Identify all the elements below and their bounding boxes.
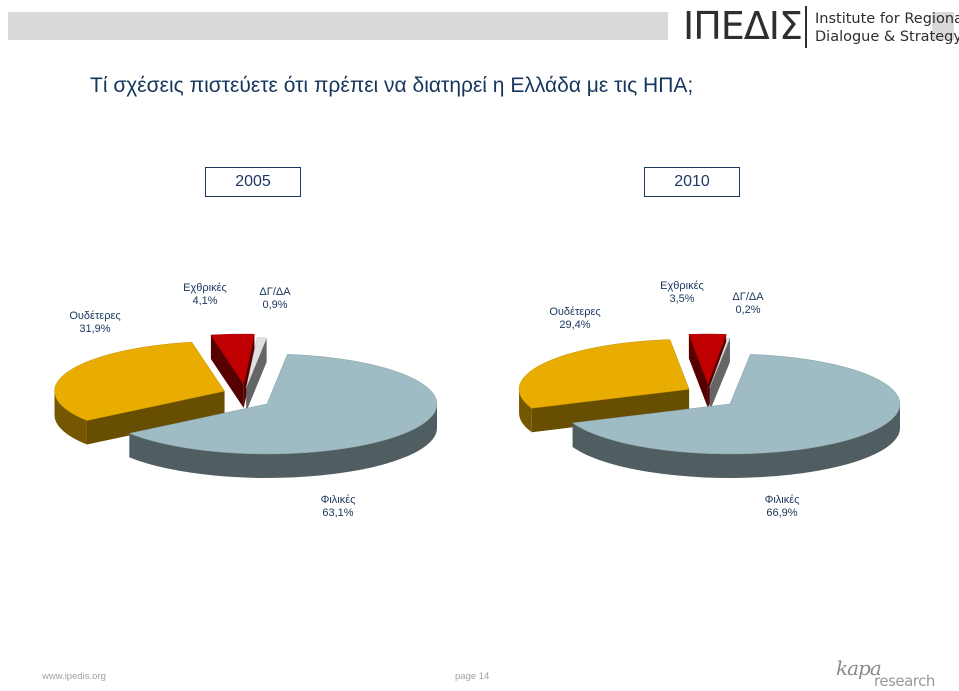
logo-line-1: Institute for Regional — [815, 11, 959, 27]
label-2010-neutral-name: Ουδέτερες — [549, 306, 601, 318]
slice-top-2005-neutral — [54, 341, 225, 421]
year-box-2005: 2005 — [205, 167, 301, 197]
label-2010-neutral-value: 29,4% — [559, 319, 591, 331]
pie-2005 — [54, 333, 438, 478]
label-2005-friendly-value: 63,1% — [322, 507, 354, 519]
slice-top-2010-friendly — [572, 354, 901, 455]
slice-2010-dk — [709, 337, 731, 412]
logo-main-text: ΙΠΕΔΙΣ — [683, 4, 803, 48]
year-box-2010: 2010 — [644, 167, 740, 197]
slice-wall-2010-hostile — [688, 334, 708, 409]
kapa-logo-word: kapa — [836, 656, 882, 680]
slice-top-2005-hostile — [210, 333, 255, 385]
slice-side-2005-friendly — [129, 404, 437, 478]
slice-2010-friendly — [572, 354, 901, 479]
label-2010-hostile: Εχθρικές 3,5% — [647, 280, 717, 306]
label-2010-dk-name: ΔΓ/ΔΑ — [732, 291, 764, 303]
label-2005-neutral-name: Ουδέτερες — [69, 310, 121, 322]
label-2010-friendly: Φιλικές 66,9% — [744, 494, 820, 520]
logo-line-2: Dialogue & Strategy — [815, 29, 959, 45]
label-2005-neutral: Ουδέτερες 31,9% — [60, 310, 130, 336]
header-bar — [8, 12, 668, 40]
kapa-research-logo: kapa research — [836, 656, 946, 690]
label-2005-hostile-name: Εχθρικές — [183, 282, 227, 294]
slice-wall-2010-dk — [709, 338, 730, 412]
slice-2010-neutral — [518, 339, 690, 433]
label-2005-hostile: Εχθρικές 4,1% — [170, 282, 240, 308]
slice-2005-dk — [246, 337, 268, 412]
label-2005-hostile-value: 4,1% — [192, 295, 218, 307]
label-2010-hostile-value: 3,5% — [669, 293, 695, 305]
slice-side-2010-neutral — [519, 389, 532, 433]
slice-wall-2005-neutral — [86, 391, 225, 445]
slice-top-2010-neutral — [518, 339, 690, 409]
label-2005-friendly-name: Φιλικές — [320, 494, 356, 506]
slice-top-2005-friendly — [128, 354, 438, 455]
label-2010-friendly-value: 66,9% — [766, 507, 798, 519]
slice-2005-hostile — [210, 333, 255, 409]
slice-wall-2010-neutral — [531, 389, 690, 433]
footer-url: www.ipedis.org — [42, 671, 106, 682]
slice-top-2005-dk — [246, 337, 268, 388]
slice-top-2010-hostile — [688, 333, 727, 385]
label-2010-hostile-name: Εχθρικές — [660, 280, 704, 292]
label-2010-friendly-name: Φιλικές — [764, 494, 800, 506]
logo-divider — [805, 6, 807, 48]
label-2005-dk-value: 0,9% — [262, 299, 288, 311]
slice-wall-2005-dk — [246, 337, 267, 412]
kapa-logo-research: research — [874, 672, 935, 690]
ipedis-logo: ΙΠΕΔΙΣ Institute for Regional Dialogue &… — [683, 4, 959, 50]
label-2005-neutral-value: 31,9% — [79, 323, 111, 335]
slice-2005-friendly — [128, 354, 438, 478]
label-2010-dk: ΔΓ/ΔΑ 0,2% — [713, 291, 783, 317]
pie-2010 — [518, 333, 901, 479]
label-2005-dk: ΔΓ/ΔΑ 0,9% — [240, 286, 310, 312]
footer-page-number: page 14 — [455, 671, 490, 682]
header-bar-end — [932, 12, 954, 40]
label-2005-dk-name: ΔΓ/ΔΑ — [259, 286, 291, 298]
label-2010-neutral: Ουδέτερες 29,4% — [537, 306, 613, 332]
slice-side-2010-friendly — [572, 404, 901, 479]
slice-side-2005-neutral — [54, 391, 87, 445]
label-2010-dk-value: 0,2% — [735, 304, 761, 316]
slide-title: Τί σχέσεις πιστεύετε ότι πρέπει να διατη… — [90, 74, 694, 97]
slice-2005-neutral — [54, 341, 225, 445]
label-2005-friendly: Φιλικές 63,1% — [300, 494, 376, 520]
slice-top-2010-dk — [709, 337, 731, 388]
slice-wall-2005-hostile — [210, 334, 244, 409]
